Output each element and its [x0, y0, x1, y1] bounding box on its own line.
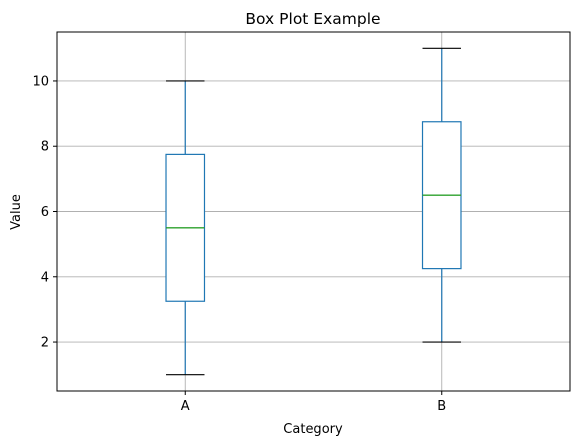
- y-tick-label: 2: [41, 336, 49, 351]
- chart-title: Box Plot Example: [245, 10, 380, 28]
- x-tick-label: A: [181, 399, 190, 414]
- y-axis-ticks: 2 4 6 8 10: [32, 74, 57, 351]
- y-tick-label: 10: [32, 74, 49, 89]
- x-axis-title: Category: [283, 422, 343, 437]
- grid-lines: [57, 32, 570, 391]
- y-axis-title: Value: [9, 194, 24, 230]
- x-tick-label: B: [437, 399, 446, 414]
- y-tick-label: 8: [41, 140, 49, 155]
- box-A: [165, 80, 206, 376]
- y-tick-label: 6: [41, 205, 49, 220]
- box-series: [165, 47, 462, 376]
- box-B: [421, 47, 462, 343]
- y-tick-label: 4: [41, 270, 49, 285]
